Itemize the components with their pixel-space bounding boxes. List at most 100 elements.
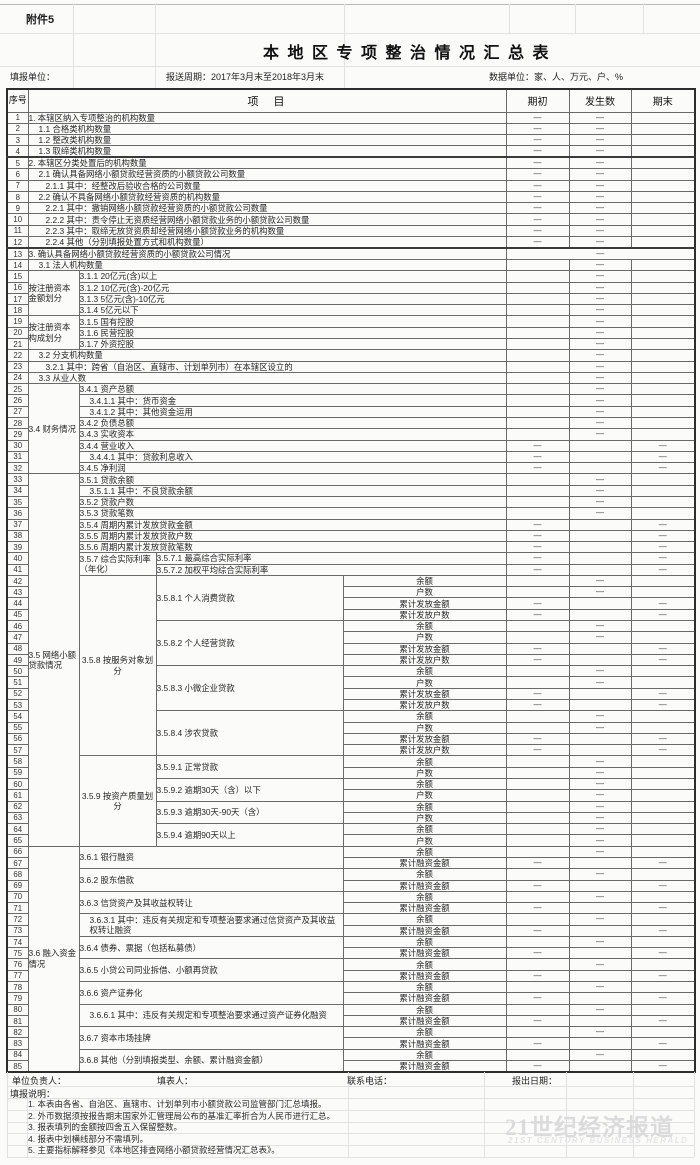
value-cell: — — [568, 631, 632, 644]
value-cell — [505, 428, 570, 441]
row-number: 27 — [6, 405, 29, 418]
value-cell: — — [505, 247, 696, 261]
sub-item-cell: 累计融资金额 — [342, 879, 507, 892]
summary-table: 序号项 目期初 发生数 期末 1 1. 本辖区纳入专项整治的机构数量 — —2 1.1 合格… — [6, 88, 696, 1073]
row-number: 66 — [6, 845, 29, 858]
item-cell: 2.2.1 其中：撤销网络小额贷款经营资质的小额贷款公司数量 — [27, 202, 507, 215]
row-number: 57 — [6, 744, 29, 757]
sub-item-cell: 累计融资金额 — [342, 969, 507, 983]
item-cell: 3.6.6 资产证券化 — [78, 981, 344, 1005]
table-row: 26 3.4.1.1 其中：货币资金 — — [6, 394, 696, 407]
item-cell: 3.6.6.1 其中：违反有关规定和专项整治要求通过资产证券化融资 — [78, 1003, 344, 1028]
gridline — [155, 4, 156, 88]
row-number: 47 — [6, 631, 29, 644]
value-cell: — — [568, 416, 632, 430]
item-cell: 3.5.9.1 正常贷款 — [155, 755, 344, 779]
value-cell: — — [505, 552, 570, 565]
value-cell: — — [630, 856, 696, 870]
item-cell: 3.1.2 10亿元(含)-20亿元 — [78, 281, 507, 294]
value-cell — [505, 631, 570, 644]
value-cell: — — [568, 710, 632, 723]
sub-item-cell: 余额 — [342, 981, 507, 994]
value-cell: — — [630, 879, 696, 892]
sub-item-cell: 余额 — [342, 1026, 507, 1039]
value-cell — [505, 574, 570, 588]
table-row: 47 户数 — — [6, 631, 696, 644]
row-number: 25 — [6, 383, 29, 396]
table-row: 32 3.4.5 净利润 — — — [6, 462, 696, 475]
table-row: 58 3.5.9 按资产质量划分 3.5.9.1 正常贷款 余额 — — [6, 755, 696, 847]
value-cell — [630, 394, 696, 407]
sub-item-cell: 累计融资金额 — [342, 902, 507, 915]
value-cell — [505, 845, 570, 858]
row-number: 83 — [6, 1037, 29, 1050]
value-cell: — — [568, 484, 632, 497]
row-number: 70 — [6, 890, 29, 904]
value-cell: — — [630, 992, 696, 1005]
table-row: 53 累计发放户数 — — — [6, 698, 696, 712]
value-cell: — — [568, 834, 632, 847]
value-cell — [568, 992, 632, 1005]
gridline — [7, 1122, 694, 1123]
group-label-cell: 按注册资本金额划分 — [27, 270, 80, 317]
table-row: 82 3.6.7 资本市场挂牌 余额 — — [6, 1026, 696, 1050]
value-cell: — — [568, 156, 632, 170]
group-label-cell: 3.6 融入资金情况 — [27, 845, 80, 1073]
header-col-2: 期末 — [630, 88, 696, 113]
sub-item-cell: 户数 — [342, 676, 507, 689]
value-cell: — — [630, 608, 696, 622]
table-row: 18 3.1.4 5亿元以下 — — [6, 304, 696, 317]
preparer-label: 填表人： — [157, 1076, 194, 1086]
row-number: 76 — [6, 958, 29, 971]
item-cell: 3.6.7 资本市场挂牌 — [78, 1026, 344, 1050]
value-cell — [630, 676, 696, 689]
value-cell: — — [505, 992, 570, 1005]
gridline — [633, 1072, 634, 1157]
value-cell: — — [568, 259, 632, 272]
value-cell: — — [630, 439, 696, 452]
row-number: 42 — [6, 574, 29, 588]
value-cell — [505, 304, 570, 317]
value-cell — [568, 947, 632, 960]
table-row: 27 3.4.1.2 其中：其他资金运用 — — [6, 405, 696, 418]
value-cell: — — [505, 156, 570, 170]
value-cell: — — [630, 687, 696, 701]
value-cell — [505, 484, 570, 497]
value-cell: — — [505, 529, 570, 543]
item-cell: 2.2.2 其中：责令停止无资质经营网络小额贷款业务的小额贷款公司数量 — [27, 213, 507, 226]
value-cell — [630, 1003, 696, 1016]
value-cell — [630, 416, 696, 430]
value-cell — [505, 1048, 570, 1062]
value-cell: — — [568, 270, 632, 283]
row-number: 53 — [6, 698, 29, 712]
value-cell: — — [568, 315, 632, 328]
value-cell — [630, 913, 696, 926]
value-cell: — — [568, 620, 632, 633]
value-cell — [505, 823, 570, 836]
sub-item-cell: 余额 — [342, 913, 507, 926]
row-number: 48 — [6, 642, 29, 655]
gridline — [7, 1110, 694, 1111]
table-row: 25 3.4 财务情况 3.4.1 资产总额 — — [6, 383, 696, 475]
row-number: 52 — [6, 687, 29, 701]
sub-item-cell: 户数 — [342, 789, 507, 802]
value-cell: — — [630, 653, 696, 667]
value-cell — [630, 473, 696, 486]
value-cell — [505, 292, 570, 306]
value-cell — [630, 371, 696, 385]
item-cell: 3.1.6 民营控股 — [78, 326, 507, 340]
item-cell: 1.1 合格类机构数量 — [27, 122, 507, 136]
watermark-cn: 21世纪经济报道 — [505, 1115, 674, 1140]
value-cell: — — [630, 563, 696, 576]
row-number: 32 — [6, 462, 29, 475]
value-cell: — — [568, 789, 632, 802]
item-cell: 3.5.7.1 最高综合实际利率 — [155, 552, 507, 565]
value-cell: — — [568, 224, 632, 238]
value-cell — [630, 586, 696, 599]
value-cell — [505, 710, 570, 723]
value-cell — [568, 687, 632, 701]
table-row: 39 3.5.6 周期内累计发放贷款笔数 — — — [6, 541, 696, 554]
item-cell: 3.6.2 股东借款 — [78, 868, 344, 892]
value-cell: — — [630, 1060, 696, 1073]
value-cell — [630, 800, 696, 813]
